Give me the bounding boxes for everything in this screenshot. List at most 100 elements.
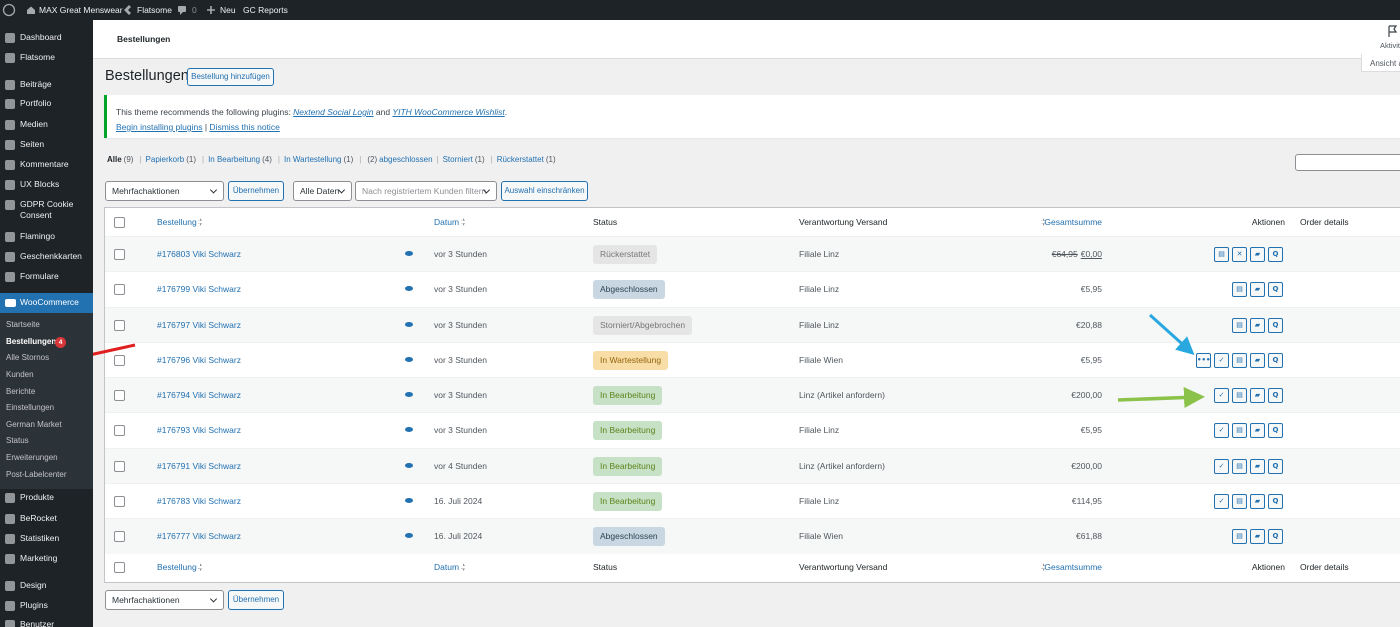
action-button[interactable]: Q bbox=[1268, 423, 1283, 439]
checkbox[interactable] bbox=[114, 495, 125, 507]
submenu-item[interactable]: Post-Labelcenter bbox=[6, 470, 67, 479]
preview-eye[interactable] bbox=[405, 251, 413, 256]
admin-bar-site[interactable]: MAX Great Menswear bbox=[39, 5, 123, 15]
menu-item[interactable]: Plugins bbox=[20, 600, 48, 610]
menu-item[interactable]: Produkte bbox=[20, 492, 55, 502]
view-link[interactable]: In Bearbeitung bbox=[208, 155, 261, 164]
column-header[interactable]: Gesamtsumme bbox=[1044, 217, 1102, 227]
action-button[interactable]: ▰ bbox=[1250, 282, 1265, 298]
action-button[interactable]: Q bbox=[1268, 247, 1283, 262]
column-header[interactable]: Bestellung bbox=[157, 217, 197, 227]
bulk-select[interactable]: Mehrfachaktionen bbox=[105, 181, 224, 201]
activity-link[interactable]: Aktivit bbox=[1380, 41, 1400, 50]
action-button[interactable]: ▤ bbox=[1232, 423, 1247, 439]
submenu-item[interactable]: Bestellungen bbox=[6, 337, 57, 346]
menu-item[interactable]: Flamingo bbox=[20, 231, 55, 241]
submenu-item[interactable]: Alle Stornos bbox=[6, 353, 50, 362]
menu-item[interactable]: GDPR Cookie Consent bbox=[20, 199, 74, 220]
action-button[interactable]: ▤ bbox=[1232, 352, 1247, 368]
submenu-item[interactable]: Berichte bbox=[6, 387, 36, 396]
action-button[interactable]: Q bbox=[1268, 352, 1283, 368]
preview-eye[interactable] bbox=[405, 462, 413, 468]
notice-link[interactable]: Begin installing plugins bbox=[116, 122, 203, 132]
order-link[interactable]: #176797 Viki Schwarz bbox=[157, 319, 241, 330]
submenu-item[interactable]: Kunden bbox=[6, 370, 34, 379]
action-button[interactable]: ▤ bbox=[1232, 317, 1247, 333]
submenu-item[interactable]: Startseite bbox=[6, 320, 40, 329]
order-link[interactable]: #176793 Viki Schwarz bbox=[157, 425, 241, 436]
menu-item[interactable]: BeRocket bbox=[20, 513, 57, 523]
submenu-item[interactable]: Status bbox=[6, 436, 29, 445]
menu-item[interactable]: Marketing bbox=[20, 553, 58, 563]
menu-item[interactable]: Statistiken bbox=[20, 533, 60, 543]
submenu-item[interactable]: German Market bbox=[6, 420, 62, 429]
view-link[interactable]: Alle bbox=[107, 155, 122, 164]
view-link[interactable]: Storniert bbox=[442, 155, 473, 164]
submenu-item[interactable]: Erweiterungen bbox=[6, 453, 58, 462]
checkbox[interactable] bbox=[114, 425, 125, 437]
action-button[interactable]: ✓ bbox=[1214, 388, 1229, 403]
checkbox[interactable] bbox=[114, 531, 125, 542]
action-button[interactable]: ✓ bbox=[1214, 352, 1229, 368]
action-button[interactable]: Q bbox=[1268, 317, 1283, 333]
menu-item[interactable]: Beiträge bbox=[20, 79, 52, 89]
apply-button[interactable]: Übernehmen bbox=[228, 181, 284, 201]
action-button[interactable]: ▤ bbox=[1214, 247, 1229, 262]
checkbox[interactable] bbox=[114, 319, 125, 331]
action-button[interactable]: ▰ bbox=[1250, 388, 1265, 403]
action-button[interactable]: ▰ bbox=[1250, 493, 1265, 509]
menu-item[interactable]: UX Blocks bbox=[20, 179, 60, 189]
column-header[interactable]: Datum bbox=[434, 562, 460, 573]
action-button[interactable]: ✓ bbox=[1214, 458, 1229, 474]
apply-button[interactable]: Übernehmen bbox=[228, 590, 284, 610]
checkbox[interactable] bbox=[114, 460, 125, 472]
action-button[interactable]: ▤ bbox=[1232, 493, 1247, 509]
menu-item[interactable]: Benutzer bbox=[20, 619, 55, 627]
menu-item[interactable]: Medien bbox=[20, 119, 48, 129]
order-link[interactable]: #176799 Viki Schwarz bbox=[157, 284, 241, 295]
menu-item[interactable]: Formulare bbox=[20, 271, 59, 281]
action-button[interactable]: Q bbox=[1268, 529, 1283, 544]
search-input[interactable] bbox=[1295, 154, 1400, 171]
notice-link[interactable]: YITH WooCommerce Wishlist bbox=[392, 107, 505, 117]
action-button[interactable]: Q bbox=[1268, 388, 1283, 403]
column-header[interactable]: Gesamtsumme bbox=[1044, 562, 1102, 573]
preview-eye[interactable] bbox=[405, 392, 413, 397]
checkbox[interactable] bbox=[114, 390, 125, 401]
menu-item[interactable]: Dashboard bbox=[20, 32, 62, 42]
view-link[interactable]: abgeschlossen bbox=[379, 155, 433, 164]
view-link[interactable]: Papierkorb bbox=[145, 155, 185, 164]
checkbox[interactable] bbox=[114, 354, 125, 366]
menu-item[interactable]: WooCommerce bbox=[20, 297, 79, 307]
menu-item[interactable]: Seiten bbox=[20, 139, 45, 149]
column-header[interactable]: Bestellung bbox=[157, 562, 197, 573]
menu-item[interactable]: Geschenkkarten bbox=[20, 251, 82, 261]
admin-bar-comments[interactable]: 0 bbox=[192, 5, 197, 15]
checkbox[interactable] bbox=[114, 217, 125, 228]
order-link[interactable]: #176794 Viki Schwarz bbox=[157, 390, 241, 400]
action-button[interactable]: ✓ bbox=[1214, 423, 1229, 439]
order-link[interactable]: #176796 Viki Schwarz bbox=[157, 354, 241, 365]
customer-filter[interactable]: Nach registriertem Kunden filtern bbox=[355, 181, 497, 201]
bulk-select[interactable]: Mehrfachaktionen bbox=[105, 590, 224, 610]
preview-eye[interactable] bbox=[405, 497, 413, 503]
add-order-button[interactable]: Bestellung hinzufügen bbox=[187, 68, 274, 86]
action-button[interactable]: ▤ bbox=[1232, 529, 1247, 544]
admin-bar-theme[interactable]: Flatsome bbox=[137, 5, 172, 15]
checkbox[interactable] bbox=[114, 284, 125, 296]
action-button[interactable]: ▤ bbox=[1232, 282, 1247, 298]
order-link[interactable]: #176803 Viki Schwarz bbox=[157, 249, 241, 259]
submenu-item[interactable]: Einstellungen bbox=[6, 403, 55, 412]
action-button[interactable]: ✓ bbox=[1214, 493, 1229, 509]
preview-eye[interactable] bbox=[405, 286, 413, 292]
action-button[interactable]: Q bbox=[1268, 493, 1283, 509]
order-link[interactable]: #176783 Viki Schwarz bbox=[157, 495, 241, 506]
order-link[interactable]: #176791 Viki Schwarz bbox=[157, 460, 241, 471]
filter-button[interactable]: Auswahl einschränken bbox=[501, 181, 588, 201]
checkbox[interactable] bbox=[114, 562, 125, 574]
action-button[interactable]: ▤ bbox=[1232, 388, 1247, 403]
view-link[interactable]: In Wartestellung bbox=[283, 155, 342, 164]
screen-options-label[interactable]: Ansicht a bbox=[1370, 59, 1400, 68]
preview-eye[interactable] bbox=[405, 427, 413, 433]
action-button[interactable]: ▰ bbox=[1250, 247, 1265, 262]
